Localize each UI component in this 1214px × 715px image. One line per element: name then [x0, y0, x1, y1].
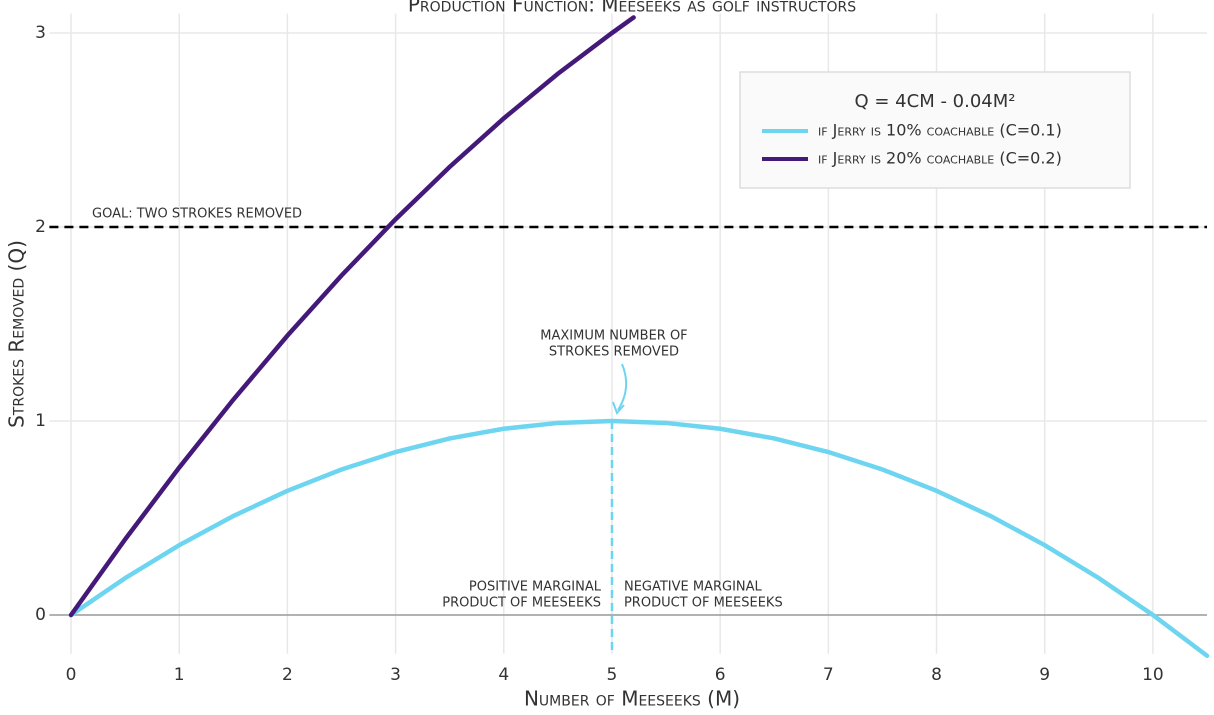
y-axis-label: Strokes Removed (Q): [5, 240, 29, 428]
y-tick-label: 0: [35, 605, 46, 625]
arrow-head: [612, 401, 625, 415]
y-tick-label: 2: [35, 217, 46, 237]
right-note: PRODUCT OF MEESEEKS: [624, 596, 783, 611]
y-tick-label: 3: [35, 23, 46, 43]
y-tick-label: 1: [35, 411, 46, 431]
annotation-arrow: [617, 363, 628, 411]
chart-title: Production Function: Meeseeks as golf in…: [408, 0, 856, 17]
x-tick-label: 7: [823, 665, 834, 685]
x-tick-label: 8: [931, 665, 942, 685]
legend-title: Q = 4CM - 0.04M²: [854, 91, 1015, 112]
right-note: NEGATIVE MARGINAL: [624, 580, 763, 595]
legend-label: if Jerry is 20% coachable (C=0.2): [818, 149, 1062, 168]
x-tick-label: 2: [282, 665, 293, 685]
x-tick-label: 6: [715, 665, 726, 685]
left-note: PRODUCT OF MEESEEKS: [442, 596, 601, 611]
x-tick-label: 3: [390, 665, 401, 685]
series-line: [68, 15, 636, 618]
legend-label: if Jerry is 10% coachable (C=0.1): [818, 121, 1062, 140]
series-line: [68, 418, 1210, 658]
x-tick-label: 1: [174, 665, 185, 685]
x-tick-label: 10: [1142, 665, 1164, 685]
goal-label: GOAL: TWO STROKES REMOVED: [92, 207, 302, 222]
x-axis-label: Number of Meeseeks (M): [524, 687, 740, 711]
max-annotation: STROKES REMOVED: [549, 345, 679, 360]
x-tick-label: 0: [66, 665, 77, 685]
x-tick-label: 9: [1039, 665, 1050, 685]
x-tick-label: 5: [607, 665, 618, 685]
x-tick-label: 4: [498, 665, 509, 685]
left-note: POSITIVE MARGINAL: [469, 580, 602, 595]
max-annotation: MAXIMUM NUMBER OF: [540, 329, 687, 344]
